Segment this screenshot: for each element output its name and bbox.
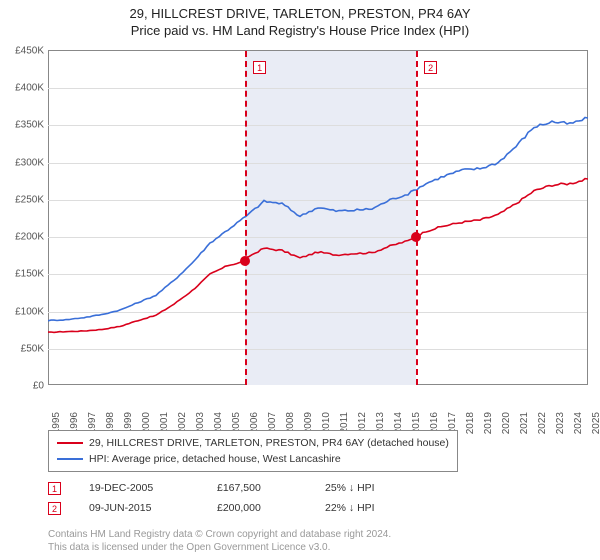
y-tick-label: £250K — [2, 194, 44, 205]
sale-marker-icon: 1 — [48, 482, 61, 495]
legend-row: 29, HILLCREST DRIVE, TARLETON, PRESTON, … — [57, 435, 449, 451]
y-tick-label: £300K — [2, 157, 44, 168]
sale-marker-icon: 2 — [48, 502, 61, 515]
x-tick-label: 2019 — [483, 412, 494, 434]
sale-marker-1: 1 — [253, 61, 266, 74]
y-tick-label: £0 — [2, 381, 44, 392]
y-tick-label: £200K — [2, 232, 44, 243]
x-tick-label: 2022 — [537, 412, 548, 434]
sale-point — [411, 232, 421, 242]
legend-label: 29, HILLCREST DRIVE, TARLETON, PRESTON, … — [89, 435, 449, 451]
sale-row: 2 09-JUN-2015 £200,000 22% ↓ HPI — [48, 498, 548, 518]
sale-date: 19-DEC-2005 — [89, 482, 189, 494]
legend-row: HPI: Average price, detached house, West… — [57, 451, 449, 467]
y-tick-label: £100K — [2, 306, 44, 317]
chart-container: 29, HILLCREST DRIVE, TARLETON, PRESTON, … — [0, 0, 600, 560]
sale-hpi-delta: 25% ↓ HPI — [325, 482, 405, 494]
chart-plot-area: £0£50K£100K£150K£200K£250K£300K£350K£400… — [48, 50, 588, 385]
y-tick-label: £450K — [2, 46, 44, 57]
y-tick-label: £50K — [2, 343, 44, 354]
chart-title-sub: Price paid vs. HM Land Registry's House … — [0, 23, 600, 38]
title-block: 29, HILLCREST DRIVE, TARLETON, PRESTON, … — [0, 0, 600, 38]
y-tick-label: £400K — [2, 83, 44, 94]
sale-marker-2: 2 — [424, 61, 437, 74]
chart-title-address: 29, HILLCREST DRIVE, TARLETON, PRESTON, … — [0, 6, 600, 21]
legend-label: HPI: Average price, detached house, West… — [89, 451, 341, 467]
attribution-line1: Contains HM Land Registry data © Crown c… — [48, 528, 391, 541]
x-tick-label: 2018 — [465, 412, 476, 434]
sale-row: 1 19-DEC-2005 £167,500 25% ↓ HPI — [48, 478, 548, 498]
x-tick-label: 2021 — [519, 412, 530, 434]
series-line-property — [48, 179, 588, 333]
y-tick-label: £350K — [2, 120, 44, 131]
attribution-line2: This data is licensed under the Open Gov… — [48, 541, 391, 554]
attribution-text: Contains HM Land Registry data © Crown c… — [48, 528, 391, 554]
sales-table: 1 19-DEC-2005 £167,500 25% ↓ HPI 2 09-JUN-201… — [48, 478, 548, 518]
legend-swatch — [57, 458, 83, 460]
sale-hpi-delta: 22% ↓ HPI — [325, 502, 405, 514]
legend-swatch — [57, 442, 83, 444]
y-tick-label: £150K — [2, 269, 44, 280]
x-tick-label: 2023 — [555, 412, 566, 434]
sale-date: 09-JUN-2015 — [89, 502, 189, 514]
x-tick-label: 2024 — [573, 412, 584, 434]
legend-box: 29, HILLCREST DRIVE, TARLETON, PRESTON, … — [48, 430, 458, 472]
sale-vline — [416, 51, 418, 385]
x-tick-label: 2020 — [501, 412, 512, 434]
line-series-svg — [48, 51, 588, 386]
sale-point — [240, 256, 250, 266]
sale-price: £167,500 — [217, 482, 297, 494]
series-line-hpi — [48, 118, 588, 321]
sale-price: £200,000 — [217, 502, 297, 514]
sale-vline — [245, 51, 247, 385]
x-tick-label: 2025 — [591, 412, 600, 434]
